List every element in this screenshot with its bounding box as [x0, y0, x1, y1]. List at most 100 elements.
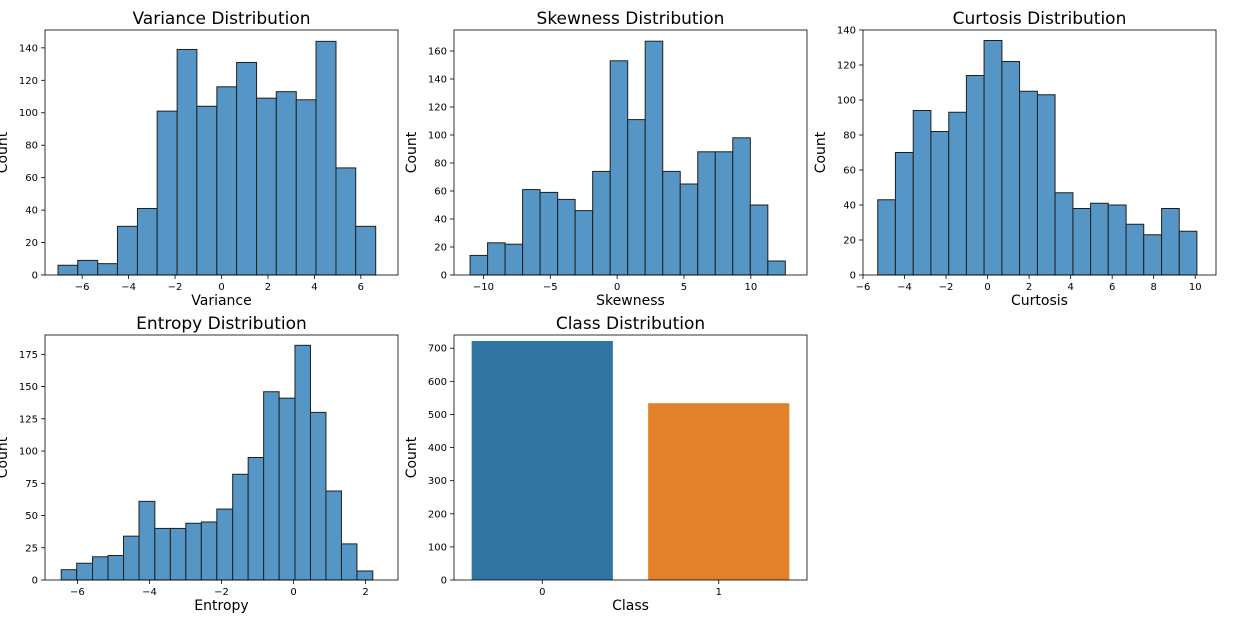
histogram-bar — [256, 97, 277, 276]
x-axis-label: Curtosis — [1011, 293, 1068, 309]
y-tick-label: 25 — [25, 543, 38, 554]
x-tick-label: 0 — [614, 282, 620, 293]
x-tick-label: 4 — [311, 282, 317, 293]
y-tick-label: 0 — [850, 271, 856, 282]
y-tick-label: 400 — [428, 443, 447, 454]
y-tick-label: 60 — [25, 173, 38, 184]
axes-frame — [453, 29, 808, 276]
y-tick-label: 75 — [25, 479, 38, 490]
y-axis-label: Count — [0, 131, 11, 173]
y-tick-label: 100 — [19, 108, 38, 119]
y-tick-label: 40 — [434, 215, 447, 226]
histogram-bar — [1178, 230, 1198, 276]
y-tick-label: 140 — [19, 43, 38, 54]
histogram-bar — [1054, 192, 1074, 276]
x-tick-label: −4 — [142, 587, 157, 598]
y-tick-label: 20 — [25, 238, 38, 249]
x-tick-label: 10 — [1189, 282, 1202, 293]
variance-histogram-panel: 0 20 40 60 80 100 120 140 −6 −4 −2 0 2 4 6 Variance Dis… — [0, 9, 399, 309]
histogram-bar — [138, 500, 156, 581]
y-axis-label: Count — [404, 436, 420, 478]
y-tick-label: 100 — [428, 131, 447, 142]
x-axis-label: Entropy — [194, 598, 248, 614]
chart-title: Skewness Distribution — [537, 9, 725, 29]
x-tick-label: 1 — [716, 587, 722, 598]
y-tick-label: 80 — [434, 159, 447, 170]
histogram-bar — [60, 569, 78, 581]
x-tick-label: 8 — [1151, 282, 1157, 293]
histogram-bar — [1072, 208, 1092, 276]
histogram-bar — [355, 225, 377, 276]
x-tick-label: 2 — [362, 587, 368, 598]
y-tick-label: 0 — [441, 576, 447, 587]
histogram-bar — [679, 183, 699, 276]
histogram-bar — [1090, 202, 1109, 276]
y-tick-label: 300 — [428, 476, 447, 487]
entropy-histogram-panel: 0 25 50 75 100 125 150 175 −6 −4 −2 0 2 Entropy Distr… — [0, 314, 399, 614]
y-tick-label: 120 — [837, 61, 856, 72]
axes-frame — [862, 29, 1217, 276]
histogram-bar — [1161, 208, 1180, 276]
y-tick-label: 125 — [19, 414, 38, 425]
x-axis-label: Skewness — [596, 293, 665, 309]
histogram-bar — [156, 110, 178, 276]
histogram-bar — [216, 86, 238, 276]
x-tick-label: −4 — [121, 282, 136, 293]
y-tick-label: 100 — [19, 447, 38, 458]
histogram-bar — [335, 167, 357, 276]
histogram-bar — [1107, 204, 1127, 276]
y-tick-label: 20 — [434, 243, 447, 254]
chart-title: Curtosis Distribution — [953, 9, 1127, 29]
x-tick-label: −10 — [473, 282, 494, 293]
histogram-bar — [76, 562, 94, 581]
class-bar-1 — [648, 403, 790, 580]
histogram-bar — [912, 110, 932, 276]
y-tick-label: 175 — [19, 350, 38, 361]
histogram-bar — [232, 473, 249, 581]
histogram-bar — [340, 543, 358, 581]
curtosis-histogram-panel: 0 20 40 60 80 100 120 140 −6 −4 −2 0 2 4 6 8 10 Curtosis … — [813, 9, 1217, 309]
x-tick-label: 0 — [539, 587, 545, 598]
y-tick-label: 120 — [428, 103, 447, 114]
histogram-bar — [469, 254, 489, 276]
x-tick-label: 10 — [744, 282, 757, 293]
y-tick-label: 60 — [843, 166, 856, 177]
histogram-bar — [732, 137, 751, 276]
y-tick-label: 120 — [19, 76, 38, 87]
histogram-bar — [275, 91, 297, 276]
chart-title: Entropy Distribution — [136, 314, 307, 334]
x-tick-label: 5 — [681, 282, 687, 293]
x-tick-label: −5 — [543, 282, 558, 293]
x-tick-label: −2 — [214, 587, 229, 598]
histogram-bar — [325, 490, 342, 581]
x-tick-label: 2 — [265, 282, 271, 293]
histogram-bar — [278, 397, 296, 581]
histogram-bar — [574, 210, 594, 276]
histogram-bar — [983, 40, 1003, 276]
histogram-bar — [948, 111, 967, 276]
y-axis-label: Count — [404, 131, 420, 173]
histogram-bar — [123, 535, 140, 581]
y-axis-label: Count — [0, 436, 11, 478]
histogram-bar — [662, 170, 681, 276]
x-tick-label: −2 — [168, 282, 183, 293]
histogram-bar — [263, 391, 280, 581]
histogram-bar — [697, 151, 716, 276]
histogram-bar — [1036, 94, 1056, 276]
y-tick-label: 140 — [837, 26, 856, 37]
y-axis-label: Count — [813, 131, 829, 173]
y-tick-label: 0 — [441, 271, 447, 282]
x-tick-label: 4 — [1067, 282, 1073, 293]
x-tick-label: −6 — [75, 282, 90, 293]
histogram-bar — [315, 40, 337, 276]
histogram-bar — [309, 411, 327, 581]
histogram-bar — [1019, 90, 1038, 276]
histogram-bar — [185, 522, 202, 581]
histogram-bar — [894, 152, 914, 276]
y-tick-label: 160 — [428, 47, 447, 58]
x-tick-label: 0 — [290, 587, 296, 598]
histogram-bar — [236, 61, 258, 276]
x-tick-label: −6 — [70, 587, 85, 598]
y-tick-label: 600 — [428, 377, 447, 388]
histogram-bar — [557, 198, 576, 276]
